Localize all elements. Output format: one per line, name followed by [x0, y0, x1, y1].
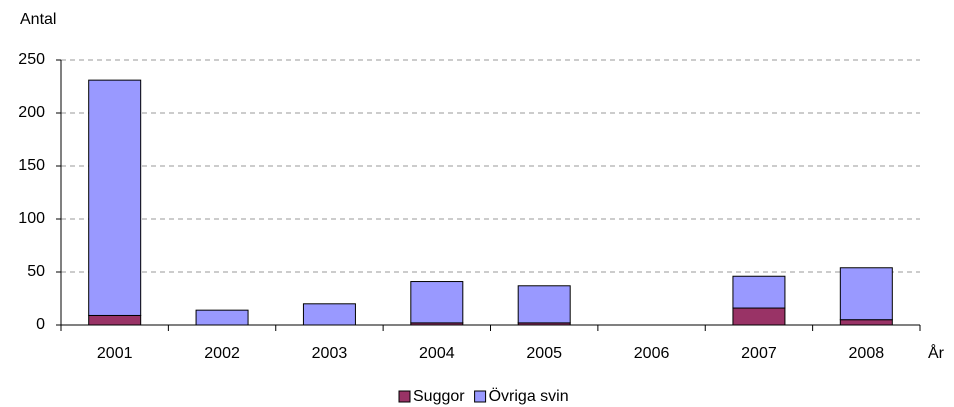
- bar-segment: [302, 303, 356, 326]
- bar-segment: [88, 314, 142, 326]
- bar-segment: [732, 307, 786, 326]
- y-tick-label: 50: [27, 263, 45, 280]
- y-tick-label: 0: [36, 316, 45, 333]
- bar-segment: [839, 319, 893, 326]
- x-tick-label: 2003: [312, 345, 348, 362]
- x-tick-label: 2001: [97, 345, 133, 362]
- x-tick-label: 2007: [741, 345, 777, 362]
- legend-label: Suggor: [413, 388, 465, 405]
- y-axis-label: Antal: [20, 11, 56, 28]
- x-tick-label: 2005: [526, 345, 562, 362]
- y-tick-label: 150: [18, 157, 45, 174]
- bar-segment: [88, 79, 142, 316]
- x-tick-label: 2008: [849, 345, 885, 362]
- bar-segment: [839, 267, 893, 321]
- bar-segment: [517, 285, 571, 324]
- x-tick-label: 2006: [634, 345, 670, 362]
- y-tick-label: 200: [18, 104, 45, 121]
- legend-label: Övriga svin: [489, 387, 569, 405]
- x-axis-label: År: [928, 343, 945, 362]
- bar-segment: [195, 309, 249, 326]
- bar-segment: [732, 275, 786, 309]
- x-tick-label: 2004: [419, 345, 455, 362]
- bar-segment: [410, 281, 464, 324]
- y-tick-label: 100: [18, 210, 45, 227]
- x-tick-label: 2002: [204, 345, 240, 362]
- legend-swatch: [398, 390, 411, 403]
- legend-swatch: [474, 390, 487, 403]
- y-tick-label: 250: [18, 51, 45, 68]
